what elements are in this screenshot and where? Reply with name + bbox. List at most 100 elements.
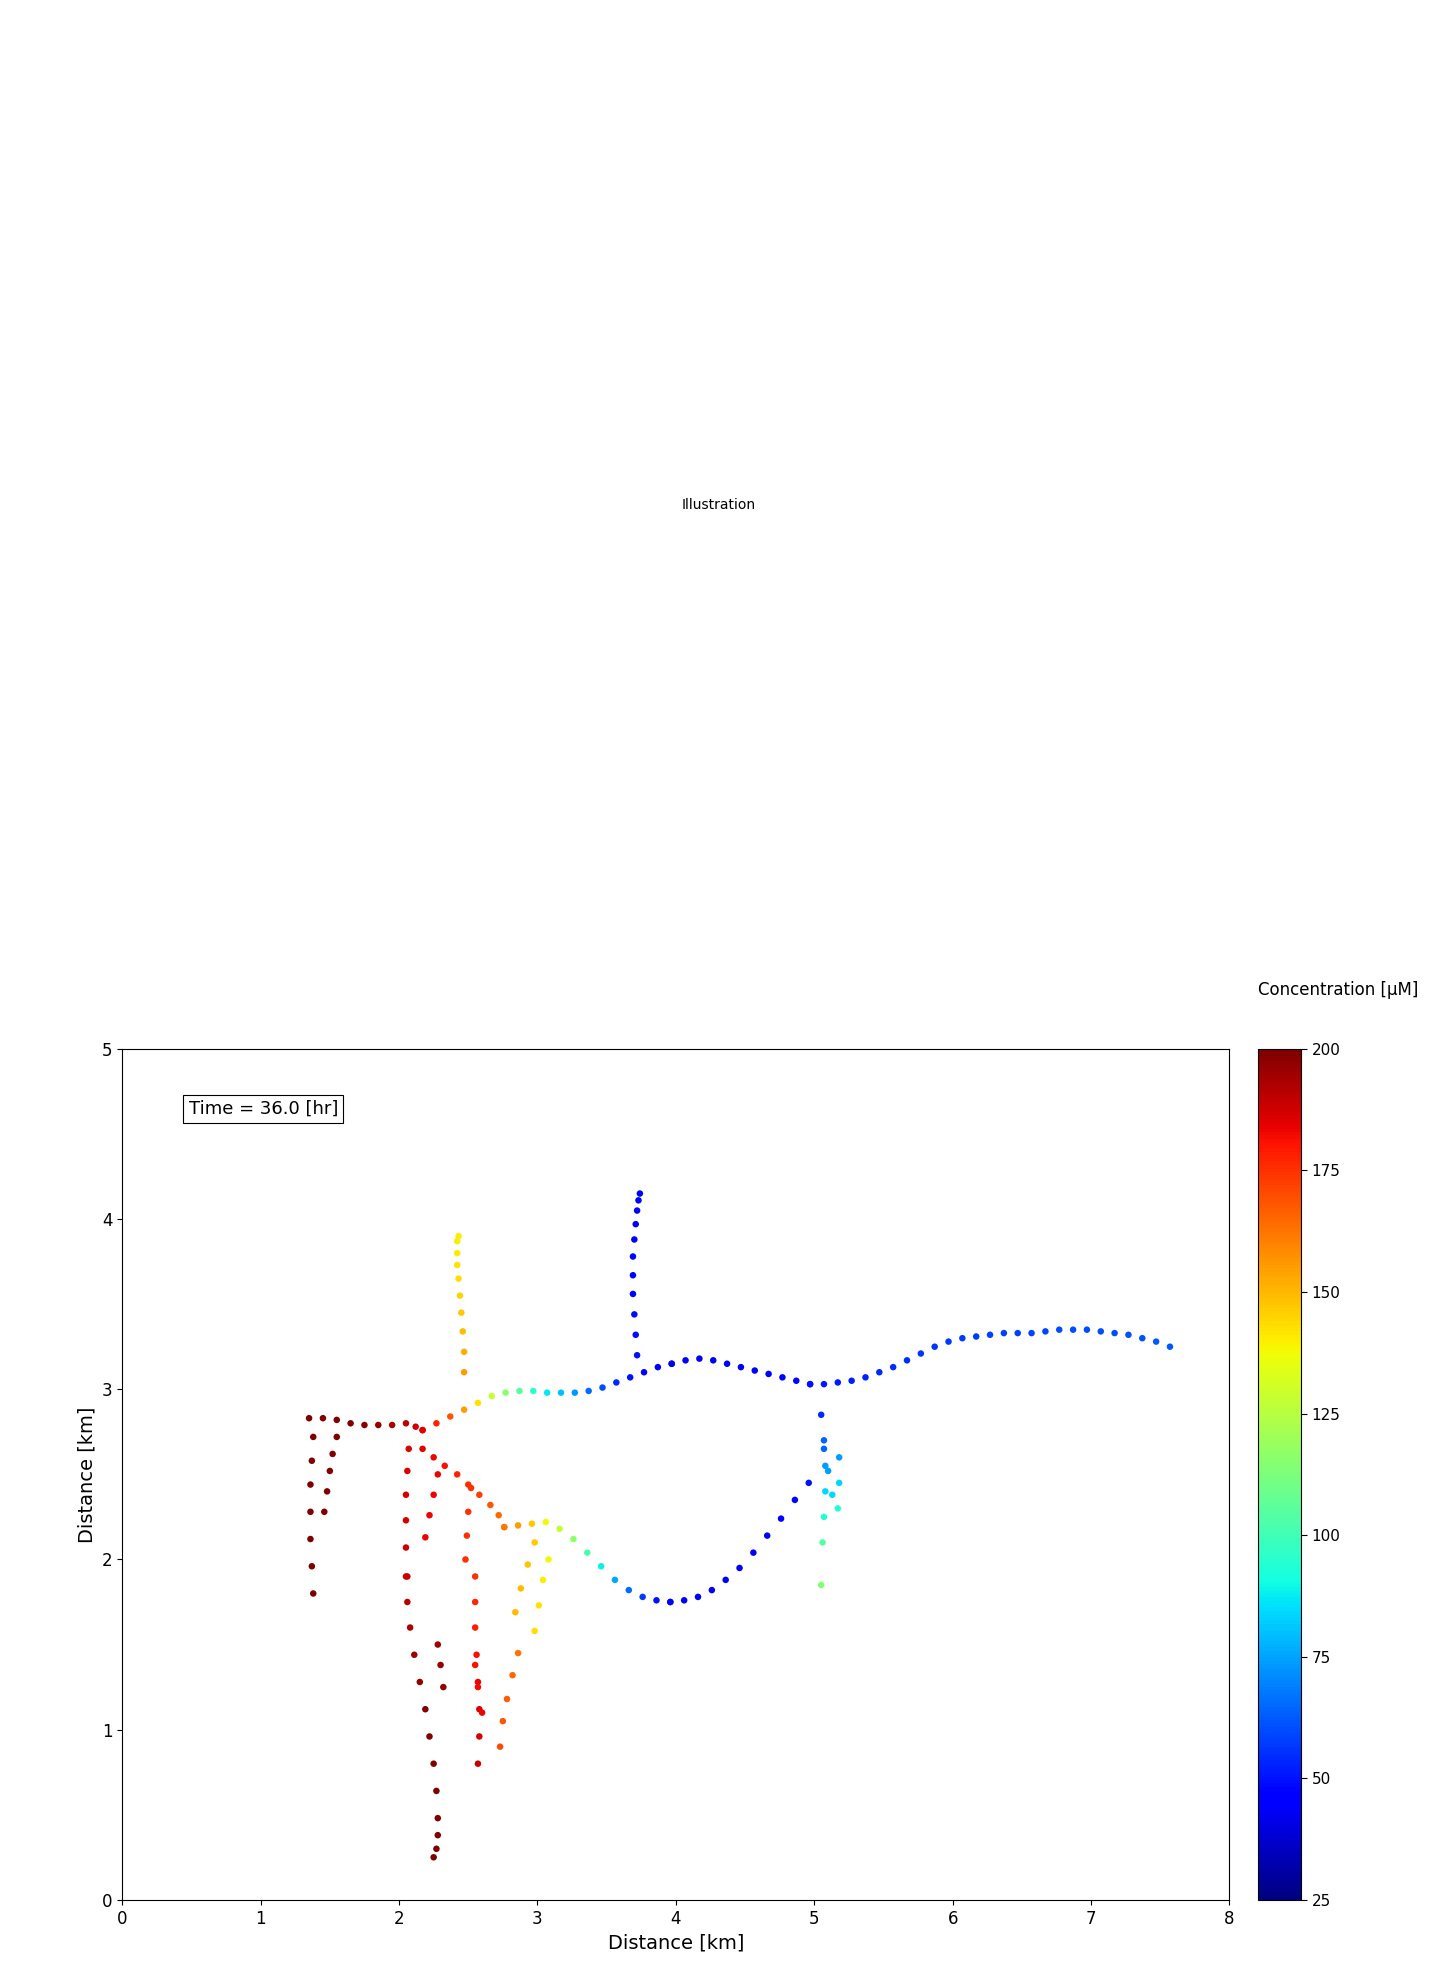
Point: [769, 1502, 792, 1534]
Point: [404, 1411, 427, 1443]
Text: Illustration: Illustration: [682, 497, 756, 513]
Point: [659, 1587, 682, 1619]
Point: [715, 1563, 738, 1595]
Point: [673, 1585, 696, 1617]
Point: [627, 1185, 650, 1217]
Point: [828, 1466, 851, 1498]
Point: [797, 1466, 820, 1498]
Point: [881, 1352, 905, 1383]
Point: [646, 1585, 669, 1617]
Point: [312, 1403, 335, 1435]
Point: [423, 1478, 446, 1510]
Point: [496, 1684, 519, 1716]
Point: [784, 1484, 807, 1516]
Point: [549, 1377, 572, 1409]
Point: [785, 1366, 808, 1397]
Point: [453, 1393, 476, 1425]
Point: [814, 1476, 837, 1508]
Point: [827, 1367, 850, 1399]
Point: [426, 1803, 449, 1835]
Point: [812, 1500, 835, 1532]
Point: [624, 1318, 647, 1350]
Point: [674, 1344, 697, 1375]
Point: [1061, 1314, 1084, 1346]
Point: [506, 1637, 529, 1668]
Point: [528, 1589, 551, 1621]
Point: [716, 1348, 739, 1379]
Point: [621, 1259, 644, 1290]
Point: [463, 1611, 486, 1643]
Point: [411, 1415, 434, 1447]
Point: [618, 1362, 641, 1393]
Point: [840, 1366, 863, 1397]
Point: [503, 1597, 526, 1629]
Point: [466, 1747, 489, 1779]
Point: [623, 1298, 646, 1330]
Text: Concentration [μM]: Concentration [μM]: [1258, 982, 1419, 999]
Point: [1089, 1316, 1112, 1348]
Point: [646, 1352, 669, 1383]
Point: [426, 1819, 449, 1850]
Point: [447, 1221, 470, 1253]
Point: [590, 1550, 613, 1581]
Point: [821, 1478, 844, 1510]
Point: [1048, 1314, 1071, 1346]
Point: [301, 1445, 324, 1476]
Point: [423, 1840, 446, 1872]
Point: [466, 1666, 489, 1698]
Point: [466, 1670, 489, 1702]
Point: [418, 1500, 441, 1532]
Point: [817, 1455, 840, 1486]
Point: [394, 1407, 417, 1439]
Point: [951, 1322, 974, 1354]
Point: [814, 1451, 837, 1482]
Point: [352, 1409, 375, 1441]
Point: [1007, 1318, 1030, 1350]
Point: [548, 1514, 571, 1546]
Point: [742, 1538, 765, 1569]
Point: [426, 1459, 449, 1490]
Point: [1103, 1318, 1126, 1350]
Point: [810, 1569, 833, 1601]
Point: [398, 1611, 421, 1643]
Point: [1076, 1314, 1099, 1346]
Point: [508, 1375, 531, 1407]
Point: [660, 1348, 683, 1379]
Point: [564, 1377, 587, 1409]
Point: [429, 1649, 452, 1680]
Point: [302, 1577, 325, 1609]
Point: [414, 1694, 437, 1726]
Point: [909, 1338, 932, 1369]
Point: [426, 1629, 449, 1660]
Point: [523, 1526, 546, 1557]
Point: [493, 1512, 516, 1544]
Point: [811, 1526, 834, 1557]
Point: [487, 1500, 510, 1532]
Point: [729, 1352, 752, 1383]
Point: [479, 1488, 502, 1520]
Point: [867, 1356, 890, 1387]
Point: [686, 1581, 709, 1613]
Point: [394, 1532, 417, 1563]
Point: [812, 1433, 835, 1464]
Point: [318, 1455, 341, 1486]
Point: [660, 1348, 683, 1379]
Point: [489, 1732, 512, 1763]
Point: [626, 1340, 649, 1371]
Point: [447, 1263, 470, 1294]
Point: [298, 1403, 321, 1435]
Point: [492, 1706, 515, 1738]
Point: [626, 1195, 649, 1227]
Point: [446, 1249, 469, 1280]
Point: [728, 1552, 751, 1583]
Point: [450, 1296, 473, 1328]
Point: [623, 1223, 646, 1255]
Point: [394, 1561, 417, 1593]
Point: [411, 1415, 434, 1447]
Point: [439, 1401, 462, 1433]
Point: [431, 1670, 454, 1702]
Point: [299, 1524, 322, 1555]
Point: [467, 1478, 490, 1510]
Point: [535, 1377, 558, 1409]
Point: [633, 1356, 656, 1387]
